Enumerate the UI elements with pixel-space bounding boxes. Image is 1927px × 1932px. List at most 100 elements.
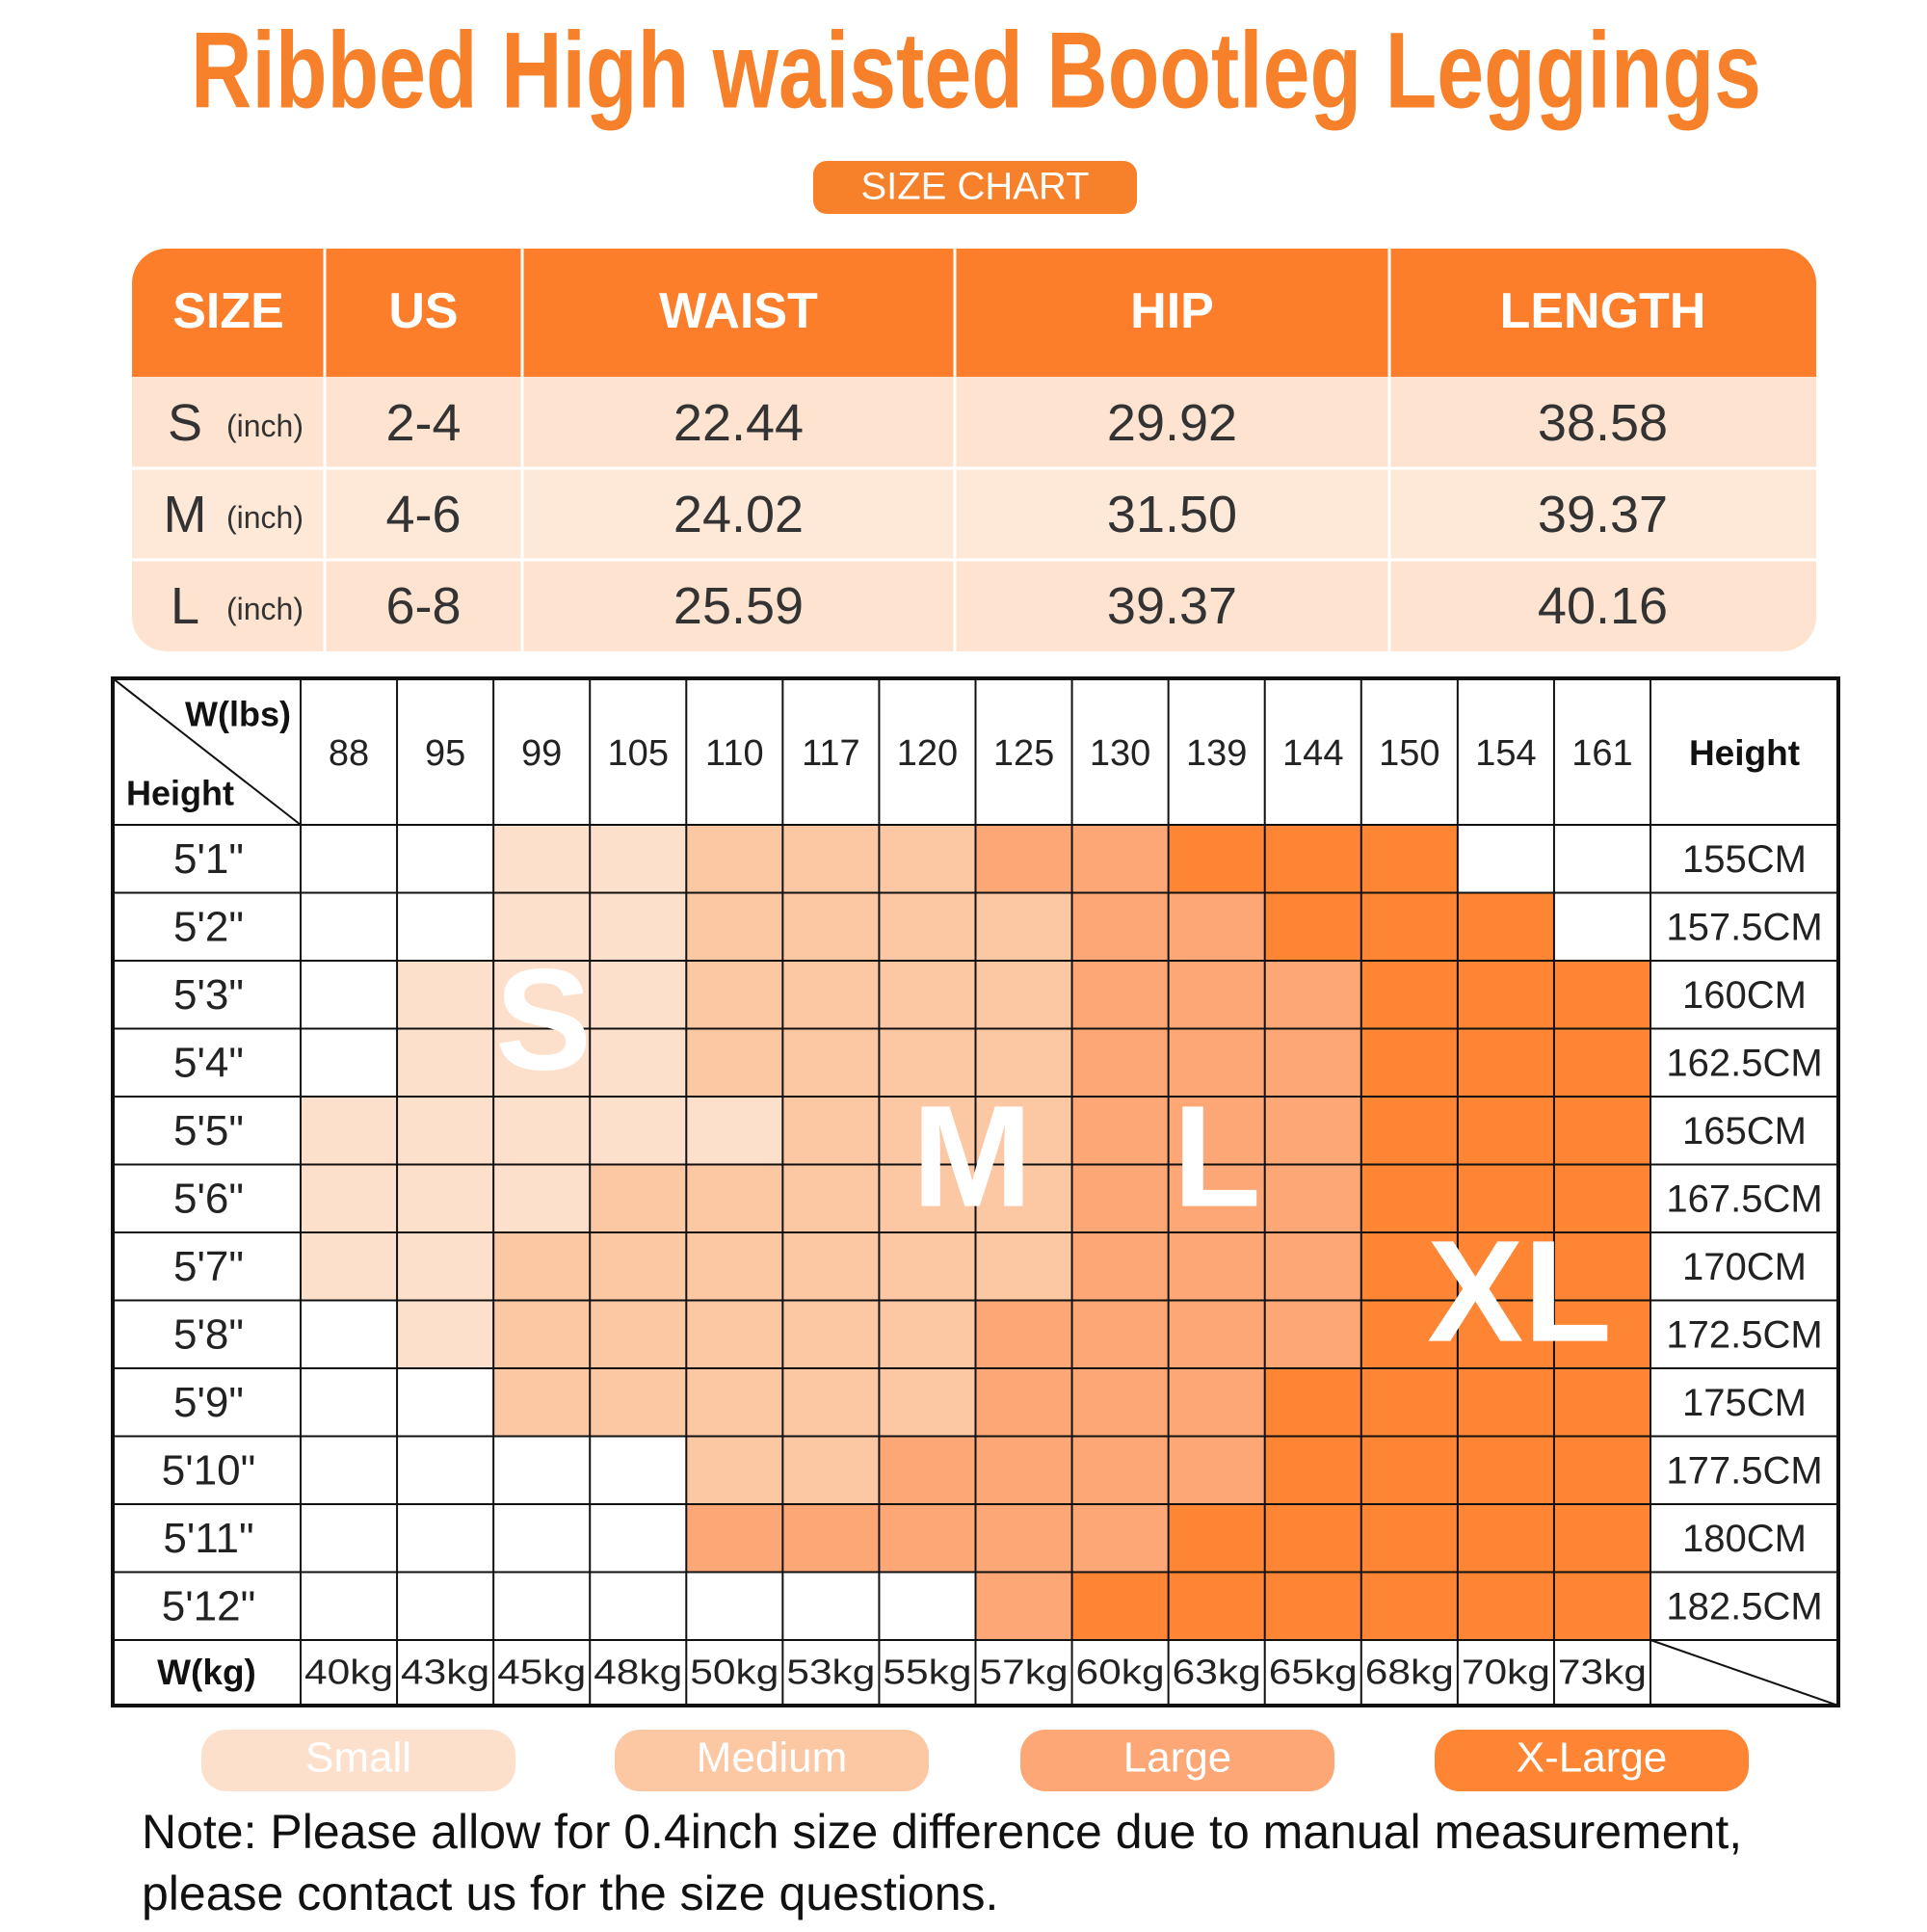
subtitle: SIZE CHART (860, 166, 1089, 208)
fit-cell (1168, 961, 1265, 1029)
weight-kg: 43kg (401, 1653, 489, 1692)
fit-cell (1264, 1028, 1361, 1097)
height-cm: 167.5CM (1666, 1178, 1822, 1220)
fit-cell (1071, 1232, 1169, 1301)
fit-cell (1457, 1028, 1554, 1097)
fit-cell (493, 1300, 591, 1368)
weight-lbs: 125 (993, 733, 1054, 774)
fit-cell (1553, 1436, 1650, 1504)
fit-cell (1360, 825, 1458, 893)
height-ft: 5'5" (173, 1107, 244, 1154)
fit-cell (1360, 892, 1458, 961)
height-ft: 5'3" (173, 971, 244, 1019)
fit-cell (1071, 1028, 1169, 1097)
fit-cell (1264, 1572, 1361, 1640)
size-value: 31.50 (1107, 486, 1237, 543)
zone-label: M (912, 1075, 1033, 1237)
fit-cell (1553, 1028, 1650, 1097)
fit-cell (782, 1436, 880, 1504)
fit-cell (1553, 1097, 1650, 1165)
fit-cell (782, 1368, 880, 1437)
height-cm: 172.5CM (1666, 1313, 1822, 1356)
fit-cell (1360, 961, 1458, 1029)
weight-lbs: 105 (608, 733, 669, 774)
fit-cell (1457, 1436, 1554, 1504)
fit-cell (879, 1368, 976, 1437)
row-bg (132, 377, 1816, 468)
fit-cell (782, 1300, 880, 1368)
weight-kg: 63kg (1173, 1653, 1261, 1692)
fit-cell (1071, 1436, 1169, 1504)
row-bg (132, 560, 1816, 651)
weight-kg: 55kg (883, 1653, 971, 1692)
fit-cell (1457, 961, 1554, 1029)
fit-cell (493, 961, 591, 1029)
fit-cell (301, 1232, 398, 1301)
note-line: please contact us for the size questions… (142, 1866, 998, 1920)
fit-cell (686, 1436, 783, 1504)
weight-kg: 65kg (1269, 1653, 1358, 1692)
legend-label: X-Large (1517, 1734, 1668, 1782)
kg-label: W(kg) (157, 1653, 256, 1692)
zone-label: S (495, 939, 592, 1100)
fit-cell (397, 1300, 494, 1368)
fit-cell (1360, 1300, 1458, 1368)
fit-cell (1264, 1300, 1361, 1368)
fit-cell (1360, 1164, 1458, 1232)
fit-cell (879, 1504, 976, 1573)
fit-cell (590, 961, 687, 1029)
legend-pill (1435, 1730, 1749, 1791)
fit-cell (1457, 1572, 1554, 1640)
height-cm: 160CM (1682, 974, 1807, 1017)
fit-cell (782, 825, 880, 893)
height-cm: 162.5CM (1666, 1042, 1822, 1084)
size-unit: (inch) (226, 500, 304, 535)
fit-cell (590, 1028, 687, 1097)
fit-cell (1457, 1232, 1554, 1301)
fit-cell (1168, 1028, 1265, 1097)
fit-cell (1360, 1504, 1458, 1573)
weight-lbs: 120 (897, 733, 958, 774)
size-value: 24.02 (673, 486, 804, 543)
fit-cell (879, 961, 976, 1029)
fit-cell (1264, 1504, 1361, 1573)
fit-cell (397, 1164, 494, 1232)
fit-cell (1360, 1572, 1458, 1640)
fit-cell (686, 961, 783, 1029)
fit-cell (493, 892, 591, 961)
weight-lbs: 150 (1379, 733, 1439, 774)
weight-lbs: 130 (1090, 733, 1150, 774)
height-ft: 5'2" (173, 903, 244, 950)
zone-label: L (1173, 1075, 1261, 1237)
height-ft: 5'12" (162, 1582, 255, 1629)
fit-cell (397, 961, 494, 1029)
fit-cell (1071, 1164, 1169, 1232)
fit-cell (975, 892, 1072, 961)
weight-lbs: 95 (425, 733, 465, 774)
fit-cell (1553, 1572, 1650, 1640)
fit-cell (1360, 1368, 1458, 1437)
size-unit: (inch) (226, 592, 304, 626)
size-unit: (inch) (226, 409, 304, 443)
fit-cell (590, 1232, 687, 1301)
fit-cell (975, 1368, 1072, 1437)
fit-cell (1553, 1504, 1650, 1573)
fit-cell (1264, 1368, 1361, 1437)
fit-cell (1457, 1504, 1554, 1573)
fit-cell (1168, 1097, 1265, 1165)
fit-cell (1553, 961, 1650, 1029)
height-cm: 155CM (1682, 838, 1807, 881)
fit-cell (493, 1097, 591, 1165)
fit-cell (1553, 1300, 1650, 1368)
fit-cell (782, 1097, 880, 1165)
fit-cell (1071, 1300, 1169, 1368)
size-value: 25.59 (673, 577, 804, 635)
fit-cell (1168, 1232, 1265, 1301)
height-ft: 5'7" (173, 1243, 244, 1290)
height-cm: 157.5CM (1666, 906, 1822, 948)
fit-cell (590, 1097, 687, 1165)
weight-lbs: 110 (705, 733, 764, 774)
header-cell: US (388, 283, 458, 339)
size-value: 2-4 (385, 394, 461, 452)
header-cell: SIZE (172, 283, 284, 339)
